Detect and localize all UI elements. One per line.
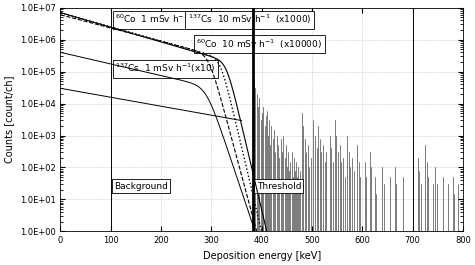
Text: $^{137}$Cs  1 mSv h$^{-1}$(x10): $^{137}$Cs 1 mSv h$^{-1}$(x10) bbox=[115, 62, 216, 75]
Y-axis label: Counts [count/ch]: Counts [count/ch] bbox=[4, 76, 14, 163]
Text: Threshold: Threshold bbox=[256, 182, 301, 191]
Text: $^{60}$Co  10 mSv h$^{-1}$  (x10000): $^{60}$Co 10 mSv h$^{-1}$ (x10000) bbox=[196, 38, 323, 51]
Text: $^{60}$Co  1 mSv h$^{-1}$ (x100): $^{60}$Co 1 mSv h$^{-1}$ (x100) bbox=[115, 13, 221, 26]
X-axis label: Deposition energy [keV]: Deposition energy [keV] bbox=[202, 251, 321, 261]
Text: $^{137}$Cs  10 mSv h$^{-1}$  (x1000): $^{137}$Cs 10 mSv h$^{-1}$ (x1000) bbox=[188, 13, 311, 26]
Text: Background: Background bbox=[114, 182, 168, 191]
